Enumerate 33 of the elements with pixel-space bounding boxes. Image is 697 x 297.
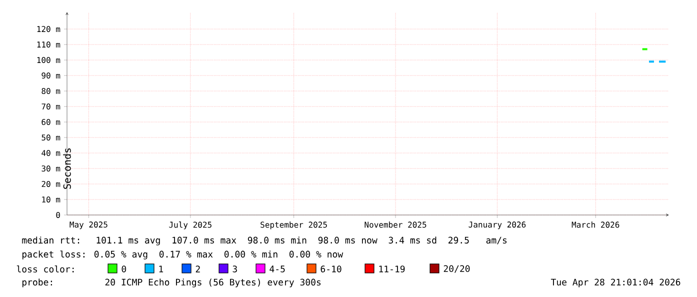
x-tick-label: March 2026 <box>572 222 620 228</box>
legend-label: 11-19 <box>379 266 405 272</box>
legend-label: 1 <box>159 266 164 272</box>
y-tick-label: 50 m <box>42 134 60 141</box>
text: packet loss: 0.05 % avg 0.17 % max 0.00 % min 0.00 % now <box>22 250 344 260</box>
y-tick-label: 120 m <box>37 26 60 32</box>
text: Tue Apr 28 21:01:04 2026 <box>550 278 680 288</box>
x-tick-label: May 2025 <box>70 222 108 230</box>
legend-label: 4-5 <box>270 266 285 272</box>
y-tick-label: 30 m <box>42 165 60 172</box>
y-tick-label: 90 m <box>42 72 60 79</box>
legend-label: 6-10 <box>320 266 342 272</box>
y-tick-label: 70 m <box>42 103 60 110</box>
text: median rtt: 101.1 ms avg 107.0 ms max 98.0 ms min 98.0 ms now 3.4 ms sd 29.5 am/s <box>22 236 507 246</box>
y-tick-label: 100 m <box>37 57 60 64</box>
x-tick-label: July 2025 <box>169 222 212 230</box>
text: probe: 20 ICMP Echo Pings (56 Bytes) every 300s <box>22 278 321 288</box>
x-tick-label: January 2026 <box>468 222 526 230</box>
legend-title: loss color: <box>16 265 74 272</box>
x-tick-label: September 2025 <box>260 222 327 230</box>
legend-label: 3 <box>232 266 237 272</box>
y-tick-label: 20 m <box>42 180 60 188</box>
y-tick-label: 10 m <box>42 196 60 203</box>
y-tick-label: 40 m <box>42 150 60 156</box>
y-tick-label: 80 m <box>42 88 60 94</box>
legend-label: 2 <box>196 266 200 272</box>
y-tick-label: 0 <box>56 212 60 218</box>
x-tick-label: November 2025 <box>364 222 426 228</box>
y-axis-title: Seconds <box>63 148 71 189</box>
legend-label: 0 <box>122 266 126 272</box>
legend-label: 20/20 <box>444 265 470 273</box>
y-tick-label: 110 m <box>37 42 60 48</box>
y-tick-label: 60 m <box>42 118 60 126</box>
